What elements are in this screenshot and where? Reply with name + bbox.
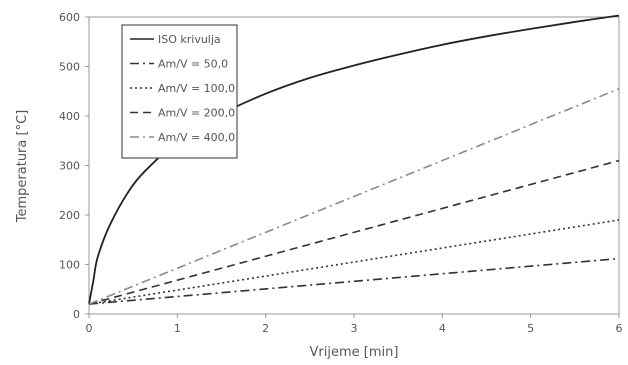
- series-line-4: [88, 159, 620, 305]
- legend-label: ISO krivulja: [158, 33, 221, 46]
- legend-label: Am/V = 400,0: [158, 131, 235, 144]
- y-tick-label: 400: [59, 110, 80, 123]
- legend-label: Am/V = 50,0: [158, 58, 228, 71]
- y-tick-label: 500: [59, 61, 80, 74]
- x-tick-label: 1: [174, 322, 181, 335]
- y-tick-label: 600: [59, 11, 80, 24]
- y-axis-title: Temperatura [°C]: [15, 110, 30, 223]
- y-tick-label: 0: [73, 308, 80, 321]
- y-tick-label: 300: [59, 160, 80, 173]
- x-tick-label: 3: [351, 322, 358, 335]
- legend-label: Am/V = 100,0: [158, 82, 235, 95]
- y-tick-label: 200: [59, 209, 80, 222]
- series-line-5: [88, 88, 620, 305]
- legend-box: [121, 24, 238, 159]
- chart-legend: ISO krivulja Am/V = 50,0 Am/V = 100,0 Am/V …: [121, 24, 238, 159]
- x-tick-label: 0: [86, 322, 93, 335]
- x-tick-label: 6: [616, 322, 623, 335]
- y-tick-label: 100: [59, 259, 80, 272]
- legend-label: Am/V = 200,0: [158, 107, 235, 120]
- series-line-2: [88, 257, 620, 305]
- x-tick-label: 4: [439, 322, 446, 335]
- x-axis-title: Vrijeme [min]: [310, 345, 399, 360]
- x-tick-label: 5: [527, 322, 534, 335]
- series-line-1: [88, 14, 620, 305]
- x-tick-label: 2: [262, 322, 269, 335]
